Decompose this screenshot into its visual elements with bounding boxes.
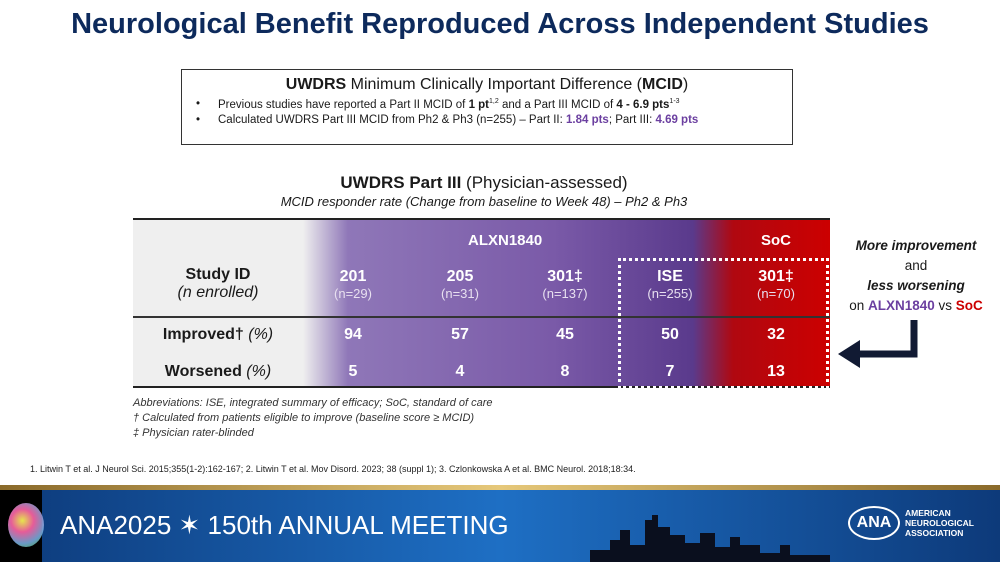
table-cell: 50 [661,326,679,343]
highlight-dashed-box [618,258,829,389]
column-header: ISE (n=255) [647,268,693,301]
column-header: 301‡ (n=137) [542,268,588,301]
mcid-bullet: Previous studies have reported a Part II… [192,98,782,111]
references: 1. Litwin T et al. J Neurol Sci. 2015;35… [30,464,636,474]
city-skyline-icon [590,515,830,562]
ana-org-name: AMERICAN NEUROLOGICAL ASSOCIATION [905,508,974,538]
table-cell: 32 [767,326,785,343]
mcid-box: UWDRS Minimum Clinically Important Diffe… [181,69,793,145]
table-cell: 45 [556,326,574,343]
table-cell: 7 [665,363,675,380]
table-cell: 8 [560,363,570,380]
table-cell: 4 [455,363,465,380]
group-soc: SoC [761,232,791,249]
row-label-improved: Improved† (%) [162,326,274,343]
table-subtitle: MCID responder rate (Change from baselin… [280,194,688,209]
meeting-title: ANA2025 ✶ 150th ANNUAL MEETING [60,510,509,540]
column-header: 301‡ (n=70) [757,268,795,301]
ana-logo: ANA [848,506,900,540]
row-label-worsened: Worsened (%) [164,363,272,380]
row-divider [133,316,830,318]
table-cell: 57 [451,326,469,343]
meeting-banner [0,490,1000,562]
table-cell: 5 [348,363,358,380]
column-header: 201 (n=29) [334,268,372,301]
results-table: ALXN1840 SoC Study ID (n enrolled) 201 (n=… [133,218,830,389]
group-alxn1840: ALXN1840 [468,232,543,249]
table-title: UWDRS Part III (Physician-assessed) [340,173,628,192]
table-cell: 94 [344,326,362,343]
table-cell: 13 [767,363,785,380]
slide-title: Neurological Benefit Reproduced Across I… [71,8,929,40]
row-header: Study ID (n enrolled) [177,266,259,301]
brain-icon [8,503,44,547]
footnotes: Abbreviations: ISE, integrated summary o… [133,397,493,439]
mcid-bullet: Calculated UWDRS Part III MCID from Ph2 … [192,114,782,126]
gold-divider [0,485,1000,490]
arrow-left-icon [838,320,918,368]
column-header: 205 (n=31) [441,268,479,301]
side-callout: More improvement and less worsening on A… [849,238,983,313]
mcid-heading: UWDRS Minimum Clinically Important Diffe… [285,76,689,93]
